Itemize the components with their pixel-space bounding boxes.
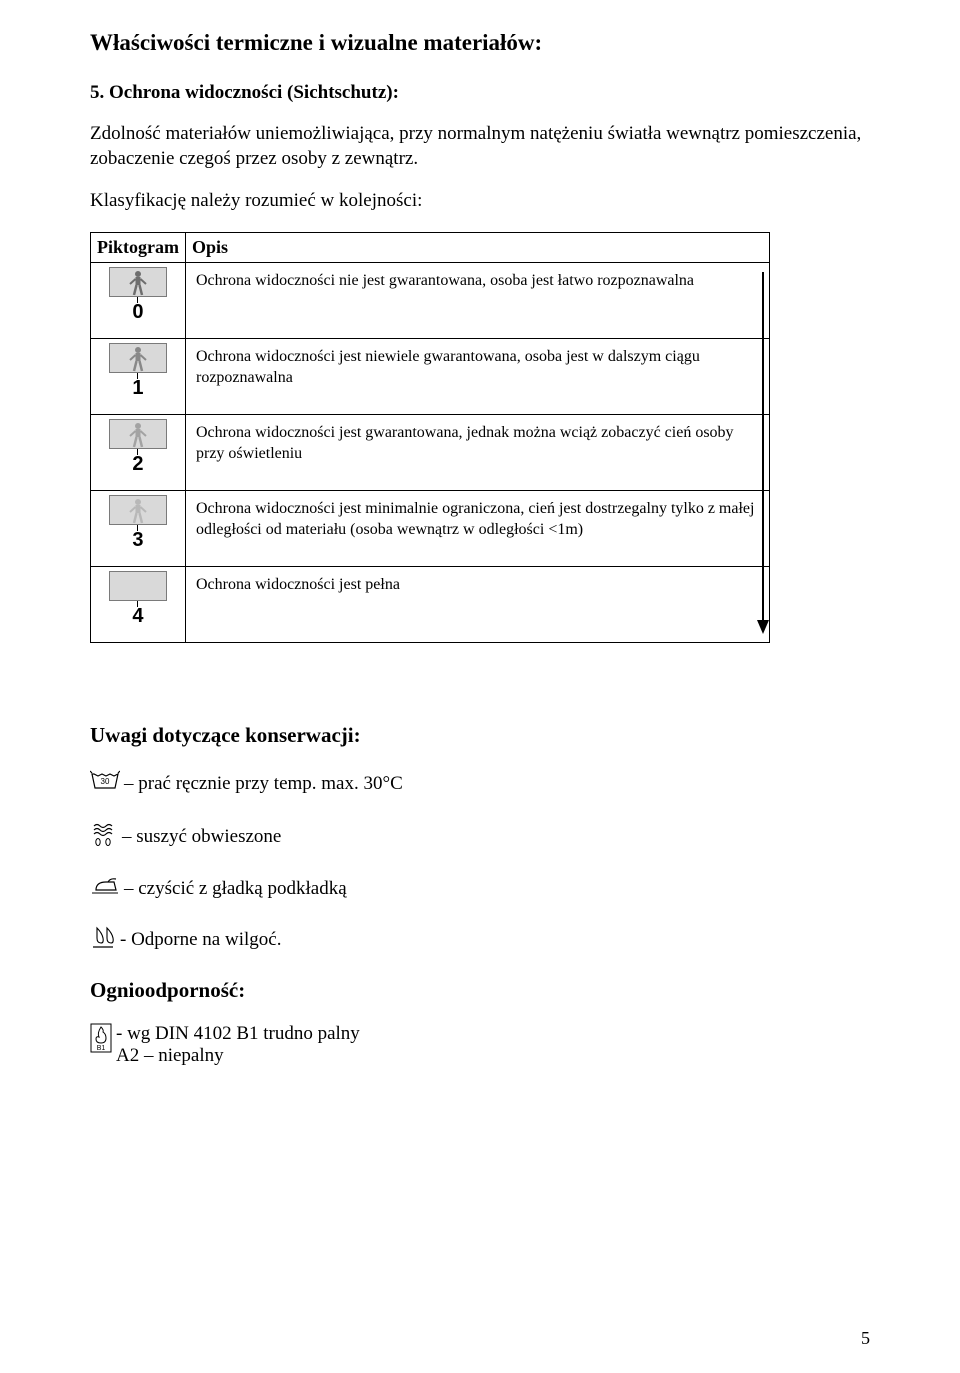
table-row: 0 Ochrona widoczności nie jest gwarantow… [91,263,770,339]
piktogram-table: Piktogram Opis 0 Ochrona widoczności nie… [90,232,770,643]
iron-icon [90,876,120,902]
ognio-heading: Ognioodporność: [90,978,870,1003]
page-number: 5 [861,1328,870,1349]
opis-cell: Ochrona widoczności jest minimalnie ogra… [185,491,769,567]
piktogram-table-wrap: Piktogram Opis 0 Ochrona widoczności nie… [90,232,780,643]
care-text: – suszyć obwieszone [122,826,281,848]
moisture-drops-icon [90,924,116,956]
col-opis: Opis [185,233,769,263]
table-row: 4 Ochrona widoczności jest pełna [91,567,770,643]
care-row: – czyścić z gładką podkładką [90,876,870,902]
table-row: 3 Ochrona widoczności jest minimalnie og… [91,491,770,567]
care-text: – czyścić z gładką podkładką [124,878,347,900]
piktogram-cell: 2 [91,415,186,491]
opis-cell: Ochrona widoczności jest niewiele gwaran… [185,339,769,415]
piktogram-cell: 4 [91,567,186,643]
care-row: – suszyć obwieszone [90,820,870,854]
scale-arrow-line [762,272,764,622]
page-title: Właściwości termiczne i wizualne materia… [90,30,870,56]
scale-arrow-head-icon [757,620,769,634]
care-text: - Odporne na wilgoć. [120,929,281,951]
opis-cell: Ochrona widoczności nie jest gwarantowan… [185,263,769,339]
opis-cell: Ochrona widoczności jest gwarantowana, j… [185,415,769,491]
section-5-intro: Zdolność materiałów uniemożliwiająca, pr… [90,122,870,171]
care-row: - Odporne na wilgoć. [90,924,870,956]
table-row: 1 Ochrona widoczności jest niewiele gwar… [91,339,770,415]
piktogram-number: 4 [108,606,168,626]
svg-text:B1: B1 [97,1045,106,1052]
ognio-line1: - wg DIN 4102 B1 trudno palny [116,1023,360,1044]
piktogram-cell: 0 [91,263,186,339]
piktogram-number: 2 [108,454,168,474]
care-text: – prać ręcznie przy temp. max. 30°C [124,773,403,795]
svg-text:30: 30 [101,777,110,786]
piktogram-number: 0 [108,302,168,322]
section-5-heading: 5. Ochrona widoczności (Sichtschutz): [90,82,870,104]
opis-cell: Ochrona widoczności jest pełna [185,567,769,643]
flame-b1-icon: B1 [90,1023,112,1059]
line-dry-icon [90,820,118,854]
table-row: 2 Ochrona widoczności jest gwarantowana,… [91,415,770,491]
section-5-table-intro: Klasyfikację należy rozumieć w kolejnośc… [90,189,870,214]
col-piktogram: Piktogram [91,233,186,263]
ognio-line2: A2 – niepalny [116,1045,224,1066]
care-row: 30 – prać ręcznie przy temp. max. 30°C [90,770,870,798]
piktogram-number: 1 [108,378,168,398]
piktogram-cell: 3 [91,491,186,567]
wash-30-icon: 30 [90,770,120,798]
fire-row: B1 - wg DIN 4102 B1 trudno palny A2 – ni… [90,1023,870,1067]
uwagi-heading: Uwagi dotyczące konserwacji: [90,723,870,748]
piktogram-number: 3 [108,530,168,550]
piktogram-cell: 1 [91,339,186,415]
